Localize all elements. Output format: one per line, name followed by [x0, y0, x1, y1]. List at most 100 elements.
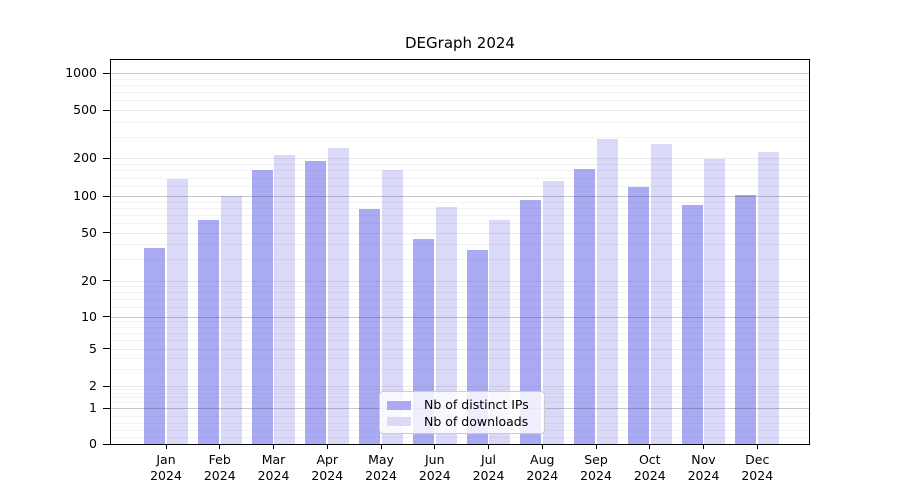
- bar-distinct-ips: [627, 187, 649, 444]
- y-tick-mark: [103, 348, 110, 350]
- gridline-minor: [111, 299, 809, 301]
- x-tick-label: Nov 2024: [687, 452, 720, 483]
- y-tick-mark: [103, 232, 110, 234]
- bar-distinct-ips: [144, 248, 166, 444]
- y-tick-label: 5: [89, 340, 97, 356]
- bar-distinct-ips: [197, 220, 219, 444]
- bar-distinct-ips: [520, 200, 542, 444]
- bar-downloads: [596, 139, 618, 444]
- legend-label-distinct-ips: Nb of distinct IPs: [424, 397, 529, 413]
- gridline-minor: [111, 437, 809, 439]
- x-tick-label: Oct 2024: [633, 452, 666, 483]
- legend-entry-distinct-ips: Nb of distinct IPs: [387, 397, 537, 414]
- gridline: [111, 232, 809, 234]
- bar-distinct-ips: [305, 160, 327, 444]
- gridline: [111, 110, 809, 111]
- y-tick-label: 200: [73, 150, 97, 166]
- gridline-minor: [111, 307, 809, 309]
- bar-distinct-ips: [735, 194, 757, 444]
- y-tick-mark: [103, 316, 110, 317]
- bar-distinct-ips: [574, 169, 596, 444]
- bar-downloads: [489, 220, 511, 444]
- y-tick-mark: [103, 195, 110, 197]
- y-tick-mark: [103, 385, 110, 387]
- y-tick-label: 10: [81, 308, 97, 324]
- x-tick-label: Jan 2024: [150, 452, 182, 483]
- gridline-minor: [111, 78, 809, 80]
- y-tick-mark: [103, 407, 110, 409]
- gridline-minor: [111, 389, 809, 391]
- chart-title: DEGraph 2024: [405, 34, 515, 52]
- gridline-major: [111, 73, 809, 75]
- bar-downloads: [166, 178, 188, 444]
- y-tick-label: 0: [89, 436, 97, 452]
- gridline-minor: [111, 164, 809, 166]
- plot-area: Nb of distinct IPs Nb of downloads: [110, 59, 810, 445]
- bar-downloads: [435, 206, 457, 444]
- bar-downloads: [543, 180, 565, 444]
- y-tick-label: 20: [81, 272, 97, 288]
- x-tick-mark: [326, 444, 328, 449]
- gridline-minor: [111, 92, 809, 94]
- x-tick-mark: [649, 444, 651, 449]
- x-tick-label: Sep 2024: [580, 452, 612, 483]
- bar-downloads: [650, 144, 672, 444]
- x-tick-label: Apr 2024: [311, 452, 344, 483]
- x-tick-label: Mar 2024: [257, 452, 290, 483]
- gridline: [111, 280, 809, 282]
- x-tick-mark: [756, 444, 758, 449]
- gridline-minor: [111, 214, 809, 216]
- legend-swatch-distinct-ips: [387, 400, 411, 410]
- y-tick-mark: [103, 443, 110, 445]
- bar-downloads: [758, 152, 780, 444]
- gridline-minor: [111, 333, 809, 335]
- y-tick-label: 1000: [65, 65, 97, 81]
- y-tick-mark: [103, 157, 110, 159]
- gridline-minor: [111, 321, 809, 323]
- x-tick-mark: [219, 444, 221, 449]
- gridline-minor: [111, 186, 809, 188]
- gridline-minor: [111, 369, 809, 371]
- bar-distinct-ips: [681, 205, 703, 444]
- y-tick-mark: [103, 280, 110, 282]
- gridline-minor: [111, 170, 809, 172]
- legend-swatch-downloads: [387, 417, 411, 427]
- gridline-minor: [111, 207, 809, 209]
- x-tick-mark: [703, 444, 704, 449]
- gridline-minor: [111, 357, 809, 359]
- gridline-minor: [111, 259, 809, 261]
- gridline-minor: [111, 136, 809, 138]
- x-tick-mark: [541, 444, 543, 449]
- gridline: [111, 158, 809, 160]
- gridline-minor: [111, 121, 809, 123]
- bar-downloads: [704, 159, 726, 444]
- x-tick-mark: [273, 444, 274, 449]
- x-tick-label: Jul 2024: [472, 452, 505, 483]
- bar-downloads: [274, 154, 296, 444]
- gridline-minor: [111, 326, 809, 328]
- y-tick-label: 2: [89, 378, 97, 393]
- x-tick-label: Dec 2024: [741, 452, 774, 483]
- bar-downloads: [381, 170, 403, 444]
- x-tick-label: May 2024: [365, 452, 397, 483]
- bar-distinct-ips: [251, 170, 273, 444]
- x-tick-mark: [595, 444, 597, 449]
- gridline-minor: [111, 85, 809, 87]
- gridline: [111, 348, 809, 350]
- y-tick-label: 100: [73, 188, 97, 203]
- legend: Nb of distinct IPs Nb of downloads: [379, 391, 545, 434]
- gridline-major: [111, 316, 809, 318]
- x-tick-label: Feb 2024: [203, 452, 236, 483]
- y-tick-label: 50: [81, 224, 97, 240]
- bar-downloads: [220, 196, 242, 444]
- legend-entry-downloads: Nb of downloads: [387, 414, 537, 431]
- gridline-minor: [111, 201, 809, 203]
- gridline-minor: [111, 292, 809, 294]
- y-tick-label: 500: [73, 102, 97, 117]
- gridline-minor: [111, 340, 809, 342]
- x-tick-mark: [488, 444, 489, 449]
- gridline-minor: [111, 244, 809, 246]
- x-tick-mark: [434, 444, 436, 449]
- y-tick-label: 1: [89, 400, 97, 416]
